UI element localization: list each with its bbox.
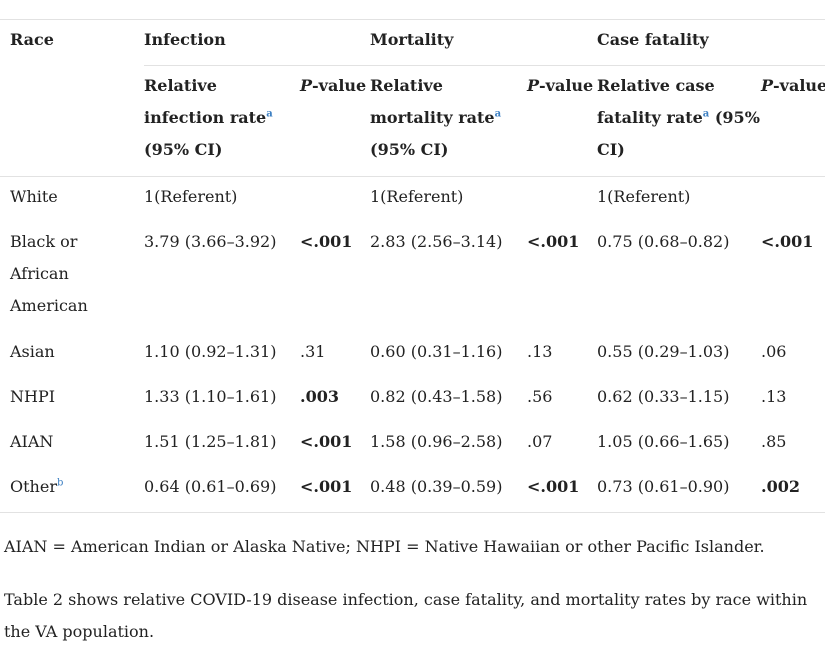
cell-infection-p-black: <.001 bbox=[300, 232, 353, 251]
cell-mortality-p-aian: .07 bbox=[527, 432, 553, 451]
cell-race-black: Black or African American bbox=[10, 231, 88, 317]
header-case-fatality: Case fatality bbox=[597, 30, 709, 49]
cell-mortality-black: 2.83 (2.56–3.14) bbox=[370, 232, 503, 251]
header-race: Race bbox=[10, 30, 54, 49]
cell-case-asian: 0.55 (0.29–1.03) bbox=[597, 342, 730, 361]
cell-infection-aian: 1.51 (1.25–1.81) bbox=[144, 432, 277, 451]
footnote-a-link[interactable]: a bbox=[266, 108, 273, 120]
footnote-a-link[interactable]: a bbox=[702, 108, 710, 120]
subheader-infection-ci: (95% CI) bbox=[144, 140, 223, 159]
race-black-line3: American bbox=[10, 296, 88, 315]
subheader-case-rate-line3: CI) bbox=[597, 140, 625, 159]
subheader-mortality-pvalue: P-value bbox=[527, 75, 593, 97]
cell-mortality-nhpi: 0.82 (0.43–1.58) bbox=[370, 387, 503, 406]
p-suffix: -value bbox=[312, 76, 367, 95]
cell-case-p-nhpi: .13 bbox=[761, 387, 787, 406]
cell-case-p-asian: .06 bbox=[761, 342, 787, 361]
cell-case-black: 0.75 (0.68–0.82) bbox=[597, 232, 730, 251]
subheader-case-ci: (95% bbox=[709, 108, 760, 127]
cell-race-white: White bbox=[10, 187, 58, 206]
cell-case-p-aian: .85 bbox=[761, 432, 787, 451]
race-black-line1: Black or bbox=[10, 232, 78, 251]
subheader-mortality-rate-text: Relative mortality rate bbox=[370, 76, 495, 127]
footnote-a-link[interactable]: a bbox=[494, 108, 502, 120]
subheader-infection-rate-text: Relative infection rate bbox=[144, 76, 267, 127]
cell-infection-p-nhpi: .003 bbox=[300, 387, 339, 406]
subheader-infection-rate: Relative infection ratea (95% CI) bbox=[144, 70, 294, 166]
p-suffix: -value bbox=[773, 76, 825, 95]
cell-mortality-p-black: <.001 bbox=[527, 232, 580, 251]
table-top-rule bbox=[0, 19, 825, 20]
cell-infection-p-asian: .31 bbox=[300, 342, 326, 361]
footnote-b-link[interactable]: b bbox=[56, 477, 64, 489]
cell-case-white: 1(Referent) bbox=[597, 187, 691, 206]
race-black-line2: African bbox=[10, 264, 69, 283]
p-suffix: -value bbox=[539, 76, 594, 95]
subheader-case-rate: Relative case fatality ratea (95% CI) bbox=[597, 75, 760, 161]
cell-case-nhpi: 0.62 (0.33–1.15) bbox=[597, 387, 730, 406]
cell-infection-nhpi: 1.33 (1.10–1.61) bbox=[144, 387, 277, 406]
cell-infection-p-other: <.001 bbox=[300, 477, 353, 496]
cell-mortality-p-other: <.001 bbox=[527, 477, 580, 496]
cell-mortality-p-asian: .13 bbox=[527, 342, 553, 361]
subheader-case-rate-line2-wrap: fatality ratea (95% bbox=[597, 107, 760, 129]
subheader-mortality-ci: (95% CI) bbox=[370, 140, 449, 159]
header-mortality: Mortality bbox=[370, 30, 454, 49]
cell-race-aian: AIAN bbox=[10, 432, 54, 451]
body-paragraph: Table 2 shows relative COVID-19 disease … bbox=[4, 590, 808, 641]
subheader-case-rate-line1: Relative case bbox=[597, 76, 715, 95]
header-group-rule bbox=[144, 65, 825, 66]
cell-infection-asian: 1.10 (0.92–1.31) bbox=[144, 342, 277, 361]
cell-infection-black: 3.79 (3.66–3.92) bbox=[144, 232, 277, 251]
race-other-text: Other bbox=[10, 477, 57, 496]
p-italic: P bbox=[527, 76, 540, 95]
cell-mortality-aian: 1.58 (0.96–2.58) bbox=[370, 432, 503, 451]
p-italic: P bbox=[761, 76, 774, 95]
cell-infection-other: 0.64 (0.61–0.69) bbox=[144, 477, 277, 496]
cell-infection-white: 1(Referent) bbox=[144, 187, 238, 206]
p-italic: P bbox=[300, 76, 313, 95]
cell-case-p-other: .002 bbox=[761, 477, 800, 496]
cell-case-other: 0.73 (0.61–0.90) bbox=[597, 477, 730, 496]
header-bottom-rule bbox=[0, 176, 825, 177]
cell-race-nhpi: NHPI bbox=[10, 387, 56, 406]
header-infection: Infection bbox=[144, 30, 226, 49]
cell-case-p-black: <.001 bbox=[761, 232, 814, 251]
table-bottom-rule bbox=[0, 512, 825, 513]
subheader-case-rate-line2: fatality rate bbox=[597, 108, 703, 127]
cell-mortality-asian: 0.60 (0.31–1.16) bbox=[370, 342, 503, 361]
cell-race-asian: Asian bbox=[10, 342, 55, 361]
subheader-mortality-rate: Relative mortality ratea (95% CI) bbox=[370, 70, 520, 166]
cell-mortality-other: 0.48 (0.39–0.59) bbox=[370, 477, 503, 496]
cell-race-other: Otherb bbox=[10, 476, 63, 498]
subheader-infection-pvalue: P-value bbox=[300, 75, 366, 97]
cell-mortality-p-nhpi: .56 bbox=[527, 387, 553, 406]
cell-mortality-white: 1(Referent) bbox=[370, 187, 464, 206]
subheader-case-pvalue: P-value bbox=[761, 75, 825, 97]
cell-infection-p-aian: <.001 bbox=[300, 432, 353, 451]
cell-case-aian: 1.05 (0.66–1.65) bbox=[597, 432, 730, 451]
table-footnote: AIAN = American Indian or Alaska Native;… bbox=[4, 537, 765, 556]
